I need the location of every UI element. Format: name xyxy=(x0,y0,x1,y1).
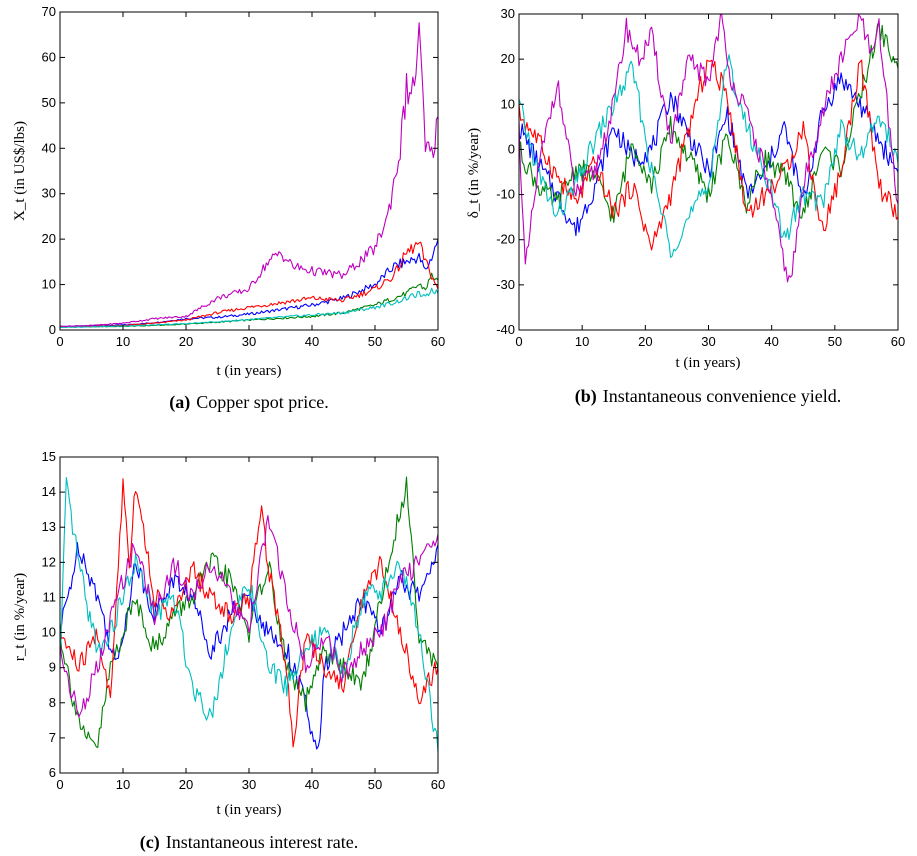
series-blue-line-a xyxy=(60,238,438,328)
x-tick-label: 20 xyxy=(179,334,193,349)
axes-frame-a xyxy=(59,11,439,331)
panel-convenience-yield: 0 10 20 30 40 50 60 -40 -30 -20 -10 0 10 20 30 t (in y… xyxy=(466,6,905,407)
x-tick-label: 30 xyxy=(242,777,256,792)
plot-area-a: 0 10 20 30 40 50 60 0 10 20 30 40 50 60 70 xyxy=(42,4,446,349)
y-axis-label-c: r_t (in %/year) xyxy=(12,573,28,661)
x-tick-label: 10 xyxy=(116,777,130,792)
y-tick-label: 30 xyxy=(42,186,56,201)
y-tick-label: 0 xyxy=(508,141,515,156)
x-tick-label: 50 xyxy=(368,777,382,792)
x-axis-label-b: t (in years) xyxy=(676,355,741,371)
y-tick-label: 20 xyxy=(501,51,515,66)
series-cyan-line-b xyxy=(519,54,898,258)
y-tick-label: 70 xyxy=(42,4,56,19)
x-tick-label: 20 xyxy=(179,777,193,792)
series-cyan-line-a xyxy=(60,287,438,328)
y-tick-label: 50 xyxy=(42,95,56,110)
caption-text-b: Instantaneous convenience yield. xyxy=(603,386,841,406)
x-tick-label: 0 xyxy=(56,334,63,349)
series-cyan-line-c xyxy=(60,477,438,752)
series-magenta-line-c xyxy=(60,515,438,718)
caption-a: (a) Copper spot price. xyxy=(169,392,328,413)
y-tick-label: 6 xyxy=(49,765,56,780)
x-tick-label: 10 xyxy=(116,334,130,349)
y-tick-label: 20 xyxy=(42,231,56,246)
x-tick-label: 50 xyxy=(828,334,842,349)
y-tick-label: 7 xyxy=(49,730,56,745)
series-magenta-line-a xyxy=(60,22,438,328)
caption-text-c: Instantaneous interest rate. xyxy=(166,832,358,852)
x-tick-label: 50 xyxy=(368,334,382,349)
y-tick-label: -20 xyxy=(496,232,515,247)
x-tick-label: 40 xyxy=(764,334,778,349)
panel-copper-spot-price: 0 10 20 30 40 50 60 0 10 20 30 40 50 60 70 t (in years… xyxy=(12,4,445,413)
y-tick-label: 12 xyxy=(42,554,56,569)
series-blue-line-b xyxy=(519,72,898,237)
x-tick-label: 30 xyxy=(701,334,715,349)
caption-text-a: Copper spot price. xyxy=(196,392,328,412)
x-tick-label: 30 xyxy=(242,334,256,349)
x-tick-label: 10 xyxy=(575,334,589,349)
caption-tag-b: (b) xyxy=(575,386,597,407)
x-tick-label: 60 xyxy=(891,334,905,349)
series-green-line-c xyxy=(60,476,438,749)
y-tick-label: -40 xyxy=(496,322,515,337)
x-tick-label: 60 xyxy=(431,334,445,349)
y-axis-label-a: X_t (in US$/lbs) xyxy=(12,121,28,221)
y-tick-label: 10 xyxy=(501,96,515,111)
y-tick-label: 14 xyxy=(42,484,56,499)
x-tick-label: 0 xyxy=(515,334,522,349)
x-tick-label: 0 xyxy=(56,777,63,792)
y-tick-label: 60 xyxy=(42,49,56,64)
y-tick-label: -10 xyxy=(496,187,515,202)
y-tick-label: 10 xyxy=(42,625,56,640)
y-tick-label: 0 xyxy=(49,322,56,337)
x-tick-label: 20 xyxy=(638,334,652,349)
caption-c: (c) Instantaneous interest rate. xyxy=(140,832,358,853)
x-tick-label: 60 xyxy=(431,777,445,792)
x-tick-label: 40 xyxy=(305,777,319,792)
y-tick-label: 30 xyxy=(501,6,515,21)
caption-tag-c: (c) xyxy=(140,832,160,853)
y-axis-label-b: δ_t (in %/year) xyxy=(466,128,482,218)
x-tick-label: 40 xyxy=(305,334,319,349)
y-tick-label: 13 xyxy=(42,519,56,534)
y-tick-label: 8 xyxy=(49,695,56,710)
x-axis-label-c: t (in years) xyxy=(217,802,282,818)
caption-tag-a: (a) xyxy=(169,392,190,413)
y-tick-label: -30 xyxy=(496,277,515,292)
axes-frame-c xyxy=(59,456,439,774)
plot-area-b: 0 10 20 30 40 50 60 -40 -30 -20 -10 0 10 20 30 xyxy=(496,6,905,349)
y-tick-label: 10 xyxy=(42,277,56,292)
y-tick-label: 11 xyxy=(43,589,57,604)
panel-interest-rate: 0 10 20 30 40 50 60 6 7 8 9 10 11 12 13 14 15 t (in year… xyxy=(12,449,445,853)
plot-area-c: 0 10 20 30 40 50 60 6 7 8 9 10 11 12 13 14 15 xyxy=(42,449,446,792)
y-tick-label: 40 xyxy=(42,140,56,155)
series-red-line-c xyxy=(60,478,438,748)
series-red-line-b xyxy=(519,59,898,251)
series-blue-line-c xyxy=(60,541,438,750)
y-tick-label: 15 xyxy=(42,449,56,464)
y-tick-label: 9 xyxy=(49,660,56,675)
caption-b: (b) Instantaneous convenience yield. xyxy=(575,386,841,407)
series-magenta-line-b xyxy=(519,14,898,283)
x-axis-label-a: t (in years) xyxy=(217,363,282,379)
